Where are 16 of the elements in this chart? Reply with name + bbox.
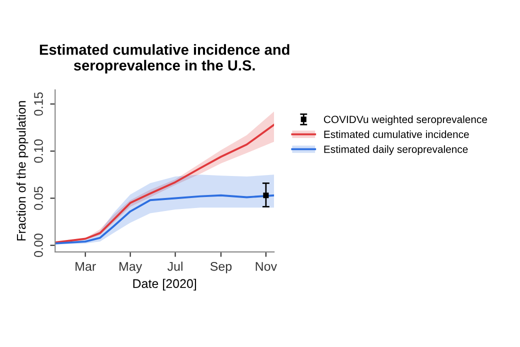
x-tick-label: Sep	[210, 262, 232, 274]
x-tick-label: May	[120, 262, 142, 274]
y-tick-label: 0.15	[34, 92, 43, 116]
y-tick-label: 0.00	[34, 234, 43, 257]
x-axis-title: Date [2020]	[133, 278, 196, 291]
legend-label: COVIDVu weighted seroprevalence	[324, 115, 488, 126]
chart-title: Estimated cumulative incidence and seroprevalence in the U.S.	[40, 44, 290, 74]
legend-label: Estimated daily seroprevalence	[324, 145, 468, 156]
x-tick-label: Jul	[167, 262, 182, 271]
legend-label: Estimated cumulative incidence	[324, 130, 469, 138]
y-axis-title: Fraction of the population	[16, 101, 28, 240]
line-series	[55, 194, 274, 244]
x-tick-label: Nov	[256, 262, 278, 271]
x-tick-label: Mar	[76, 262, 96, 271]
y-tick-label: 0.10	[34, 139, 43, 163]
y-tick-label: 0.05	[34, 186, 43, 210]
